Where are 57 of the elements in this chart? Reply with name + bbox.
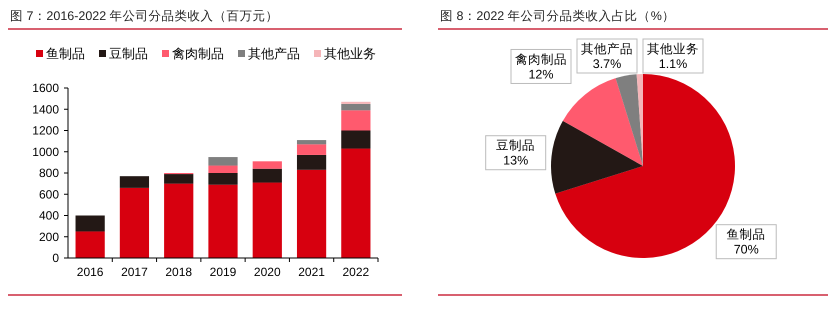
chart-title: 图 7：2016-2022 年公司分品类收入（百万元） <box>10 9 279 23</box>
slice-label: 鱼制品 <box>726 228 766 242</box>
slice-label: 豆制品 <box>496 138 536 153</box>
bar <box>76 216 105 232</box>
legend-label: 禽肉制品 <box>172 46 224 61</box>
bar <box>296 154 326 170</box>
bar <box>341 130 370 149</box>
y-tick-label: 1400 <box>32 102 60 116</box>
pie-slice <box>551 120 643 194</box>
y-tick-label: 0 <box>52 251 60 265</box>
data-label: 1.1% <box>658 57 688 71</box>
bar <box>208 166 238 173</box>
x-tick-label: 2019 <box>210 265 237 279</box>
data-label: 12% <box>528 67 554 82</box>
y-tick-label: 800 <box>38 166 60 180</box>
pie-slice <box>562 78 643 166</box>
bar <box>164 184 194 258</box>
legend-label: 其他业务 <box>324 46 376 61</box>
y-tick-label: 1600 <box>32 81 60 95</box>
slice-label: 禽肉制品 <box>515 52 567 66</box>
y-tick-label: 1200 <box>32 124 60 138</box>
bar <box>341 110 370 130</box>
data-label: 70% <box>734 242 759 257</box>
chart-title: 图 8：2022 年公司分品类收入占比（%） <box>440 9 675 23</box>
bar <box>76 231 105 258</box>
slice-label: 其他产品 <box>581 42 633 56</box>
bar <box>252 182 282 258</box>
legend-label: 豆制品 <box>109 46 148 61</box>
bar <box>296 140 326 144</box>
data-label: 3.7% <box>592 57 622 71</box>
bar <box>120 176 150 188</box>
bar <box>296 144 326 155</box>
legend-label: 鱼制品 <box>46 46 85 61</box>
x-tick-label: 2020 <box>254 265 281 279</box>
bar <box>208 173 238 185</box>
bar <box>341 104 370 110</box>
bar <box>341 148 370 258</box>
y-tick-label: 200 <box>38 230 60 244</box>
x-tick-label: 2018 <box>165 265 192 279</box>
bar <box>208 184 238 258</box>
bar <box>164 174 194 184</box>
bar <box>252 168 282 183</box>
bar <box>120 188 150 258</box>
legend-label: 其他产品 <box>248 46 300 61</box>
bar <box>296 170 326 258</box>
data-label: 13% <box>503 154 528 168</box>
x-tick-label: 2017 <box>121 265 148 279</box>
y-tick-label: 600 <box>38 187 60 202</box>
bar <box>208 157 238 166</box>
pie-slice <box>616 74 643 166</box>
y-tick-label: 400 <box>38 208 60 222</box>
x-tick-label: 2016 <box>76 265 104 279</box>
slice-label: 其他业务 <box>647 42 699 56</box>
x-tick-label: 2021 <box>298 265 326 279</box>
x-tick-label: 2022 <box>342 265 370 279</box>
bar <box>252 161 282 169</box>
y-tick-label: 1000 <box>32 144 60 159</box>
